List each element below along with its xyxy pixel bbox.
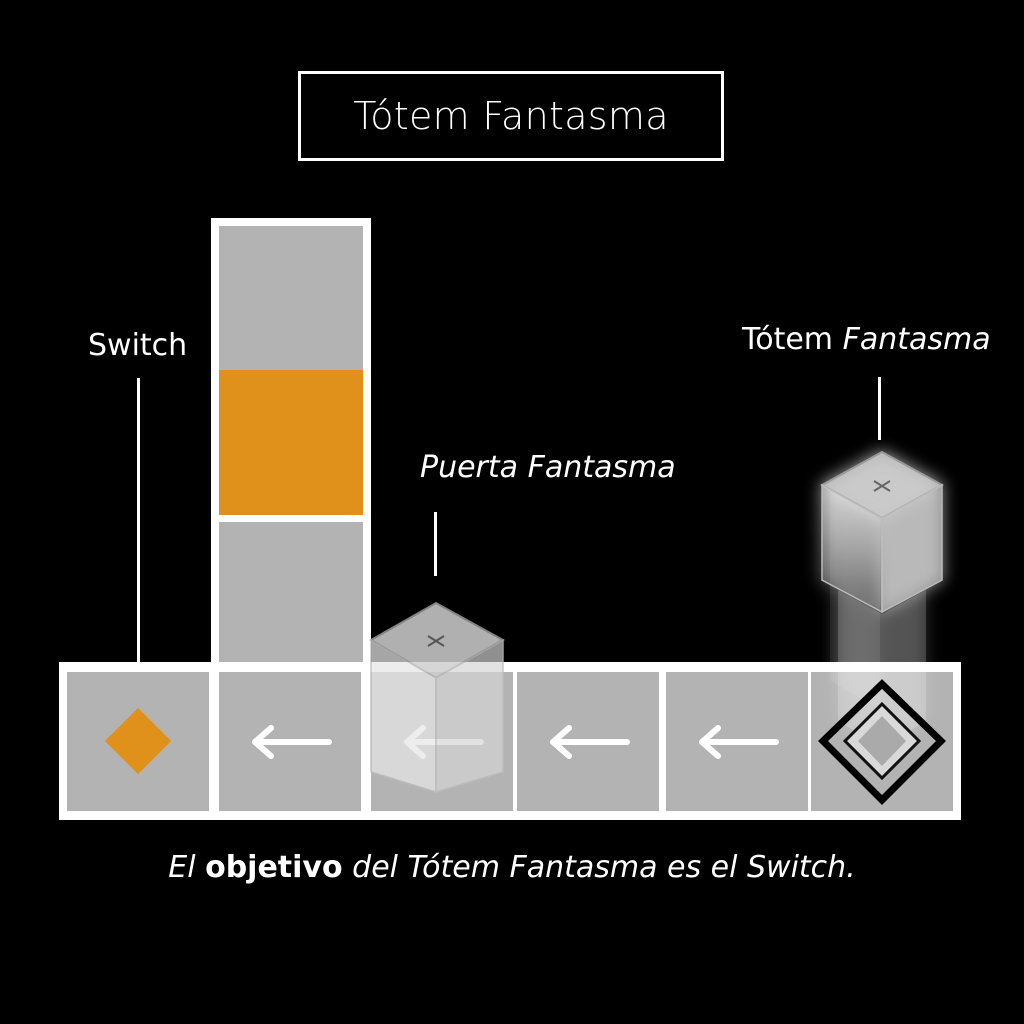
tower-cell-bottom: [219, 522, 363, 670]
caption-part1: El: [168, 850, 206, 885]
switch-label: Switch: [88, 328, 188, 363]
totem-label-italic: Fantasma: [842, 322, 991, 357]
caption-part2: del Tótem Fantasma es el Switch.: [342, 850, 856, 885]
totem-label-normal: Tótem: [742, 322, 843, 357]
tile-switch: [67, 672, 209, 811]
switch-leader-line: [137, 378, 140, 742]
puerta-fantasma-label: Puerta Fantasma: [420, 450, 676, 485]
totem-leader-line: [878, 377, 881, 440]
arrow-left-icon: [252, 725, 332, 759]
caption-bold: objetivo: [205, 850, 343, 885]
title-text: Tótem Fantasma: [353, 94, 669, 138]
totem-fantasma-label: Tótem Fantasma: [742, 322, 991, 357]
ghost-totem-target-icon: [818, 679, 946, 805]
arrow-left-icon: [550, 725, 630, 759]
ghost-door-block: [368, 601, 506, 794]
tile-arrow-1: [219, 672, 361, 811]
tower-cell-middle: [219, 370, 363, 515]
tile-arrow-2: [517, 672, 659, 811]
tower-cell-top: [219, 226, 363, 371]
caption: El objetivo del Tótem Fantasma es el Swi…: [0, 850, 1024, 885]
title-box: Tótem Fantasma: [298, 71, 724, 161]
tower-column: [211, 218, 371, 670]
puerta-leader-line: [434, 512, 437, 576]
arrow-left-icon: [699, 725, 779, 759]
tile-arrow-3: [666, 672, 808, 811]
